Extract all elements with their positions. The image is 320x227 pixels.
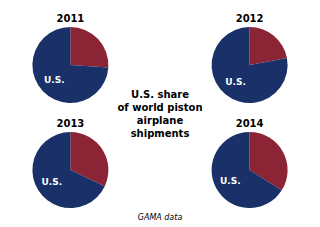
svg-text:2014: 2014 xyxy=(236,118,264,129)
svg-text:shipments: shipments xyxy=(131,128,190,139)
svg-text:airplane: airplane xyxy=(137,115,184,126)
svg-text:U.S. share: U.S. share xyxy=(131,89,189,100)
svg-text:GAMA data: GAMA data xyxy=(138,213,183,222)
svg-text:U.S.: U.S. xyxy=(44,75,65,85)
svg-text:U.S.: U.S. xyxy=(225,77,246,87)
svg-text:of world piston: of world piston xyxy=(117,102,202,113)
svg-text:2012: 2012 xyxy=(236,13,264,24)
svg-text:U.S.: U.S. xyxy=(220,176,241,186)
svg-text:2011: 2011 xyxy=(56,13,84,24)
svg-text:U.S.: U.S. xyxy=(42,177,63,187)
svg-text:2013: 2013 xyxy=(56,118,84,129)
